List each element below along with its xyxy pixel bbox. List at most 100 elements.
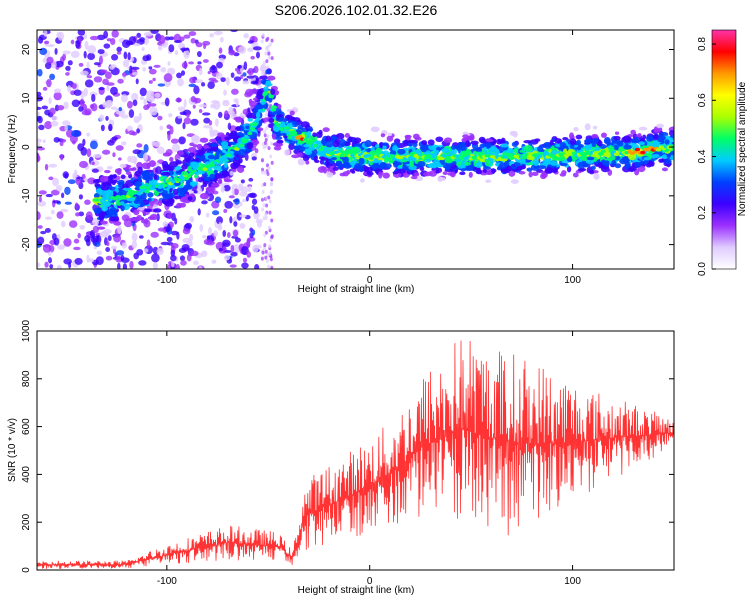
x-tick-label: -100 (157, 275, 177, 286)
spectrogram-cell (491, 168, 496, 174)
spectrogram-cell (202, 112, 211, 116)
spectrogram-cell (73, 246, 81, 251)
spectrogram-cell (215, 118, 219, 127)
spectrogram-cell (188, 61, 195, 65)
spectrogram-cell (67, 179, 76, 185)
spectrogram-cell (407, 139, 416, 144)
spectrogram-cell (60, 192, 65, 199)
spectrogram-cell (189, 142, 195, 147)
spectrogram-cell (267, 146, 271, 151)
spectrogram-cell (70, 39, 75, 45)
spectrogram-cell (140, 193, 147, 200)
spectrogram-cell (122, 263, 128, 269)
spectrogram-cell (559, 162, 568, 167)
spectrogram-cell (89, 140, 98, 150)
spectrogram-cell (129, 260, 134, 269)
spectrogram-cell (199, 223, 204, 232)
spectrogram-cell (174, 217, 178, 225)
spectrogram-cell (435, 136, 444, 143)
spectrogram-cell (263, 86, 269, 92)
spectrogram-cell (144, 208, 153, 213)
spectrogram-cell (567, 155, 573, 163)
spectrogram-cell (219, 36, 224, 43)
spectrogram-cell (614, 163, 622, 169)
spectrogram-cell (230, 30, 238, 33)
spectrogram-cell (544, 167, 554, 174)
spectrogram-cell (297, 140, 305, 145)
spectrogram-cell (261, 142, 265, 147)
spectrogram-cell (289, 110, 295, 116)
spectrogram-cell (130, 92, 139, 102)
spectrogram-cell (251, 156, 257, 161)
spectrogram-cell (342, 156, 349, 164)
spectrogram-cell (313, 155, 318, 162)
spectrogram-cell (267, 252, 271, 257)
snr-x-ticks: -100 0 100 (157, 331, 581, 587)
spectrogram-frame (36, 29, 675, 270)
spectrogram-cell (196, 50, 202, 58)
snr-frame (36, 330, 675, 571)
spectrogram-cell (222, 171, 230, 177)
spectrogram-cell (143, 32, 153, 37)
spectrogram-cell (132, 99, 138, 107)
spectrogram-cell (195, 42, 203, 48)
spectrogram-cell (270, 234, 274, 239)
spectrogram-cell (379, 162, 387, 169)
spectrogram-cell (60, 220, 66, 228)
spectrogram-cell (618, 146, 624, 153)
spectrogram-cell (188, 83, 197, 88)
spectrogram-cell (630, 129, 637, 135)
spectrogram-cell (81, 110, 91, 116)
spectrogram-cell (358, 157, 365, 165)
spectrogram-cell (237, 65, 242, 69)
spectrogram-cell (63, 258, 72, 265)
spectrogram-cell (228, 150, 234, 155)
spectrogram-cell (265, 203, 269, 208)
spectrogram-cell (139, 96, 145, 101)
spectrogram-cell (144, 189, 150, 194)
spectrogram-cell (101, 149, 111, 155)
spectrogram-cell (64, 201, 72, 205)
spectrogram-cell (98, 55, 103, 65)
spectrogram-cell (198, 109, 203, 114)
spectrogram-cell (86, 61, 90, 70)
spectrogram-cell (267, 225, 271, 230)
spectrogram-cell (229, 170, 234, 176)
spectrogram-cell (44, 227, 51, 233)
spectrogram-cell (217, 111, 223, 119)
spectrogram-cell (62, 171, 69, 179)
spectrogram-cell (210, 103, 216, 109)
spectrogram-cell (268, 117, 275, 123)
spectrogram-cell (149, 186, 155, 191)
spectrogram-cell (652, 153, 660, 159)
spectrogram-cell (37, 262, 41, 268)
y-tick-label: 0 (21, 144, 32, 150)
spectrogram-cell (205, 186, 215, 192)
spectrogram-cell (220, 77, 226, 83)
spectrogram-cell (78, 62, 84, 67)
spectrogram-cell (213, 145, 218, 152)
spectrogram-cell (230, 72, 235, 78)
spectrogram-cell (140, 200, 145, 207)
spectrogram-cell (37, 225, 43, 229)
spectrogram-cell (247, 47, 254, 52)
spectrogram-cell (594, 147, 602, 151)
spectrogram-cell (270, 160, 274, 165)
spectrogram-cell (263, 133, 267, 138)
spectrogram-cell (627, 153, 637, 161)
spectrogram-cell (267, 195, 271, 200)
spectrogram-cell (238, 157, 243, 164)
spectrogram-cell (54, 47, 58, 55)
spectrogram-cell (569, 138, 577, 145)
spectrogram-cell (189, 215, 195, 223)
spectrogram-cell (108, 123, 113, 132)
spectrogram-cell (136, 128, 140, 134)
spectrogram-cell (93, 192, 100, 199)
spectrogram-cell (100, 69, 108, 74)
spectrogram-cell (136, 248, 144, 256)
spectrogram-cell (226, 153, 232, 158)
spectrogram-cell (136, 143, 143, 148)
spectrogram-cell (176, 188, 184, 192)
spectrogram-cell (224, 249, 232, 253)
spectrogram-cell (223, 89, 227, 96)
